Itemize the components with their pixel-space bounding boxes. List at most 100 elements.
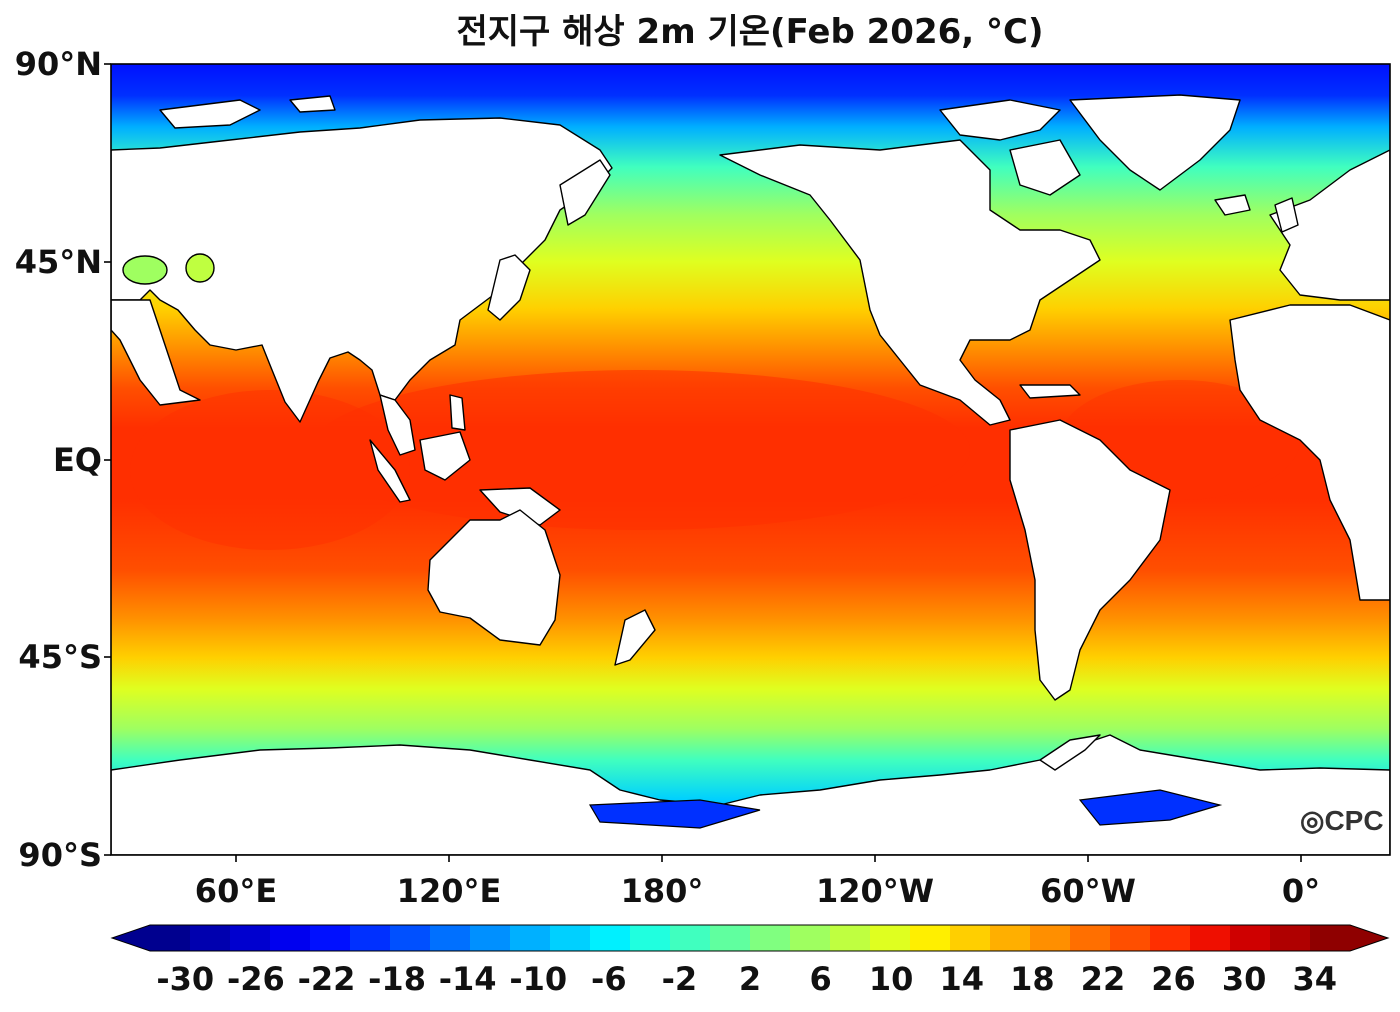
colorbar-tick-label: 10 [868, 960, 914, 998]
colorbar-swatch [870, 925, 911, 951]
colorbar-swatch [590, 925, 631, 951]
colorbar-swatch [550, 925, 591, 951]
colorbar-swatch [1190, 925, 1231, 951]
lon-label-180: 180° [620, 872, 704, 910]
colorbar-tick-label: -30 [156, 960, 215, 998]
colorbar [110, 924, 1390, 952]
colorbar-tick-label: -14 [438, 960, 497, 998]
colorbar-swatch [1030, 925, 1071, 951]
colorbar-swatch [1150, 925, 1191, 951]
south-america-continent [1009, 419, 1171, 701]
africa-horn [111, 299, 201, 406]
colorbar-swatch [1270, 925, 1311, 951]
colorbar-extend-max [1350, 925, 1388, 951]
colorbar-swatch [670, 925, 711, 951]
colorbar-tick-label: 2 [738, 960, 762, 998]
colorbar-swatch [470, 925, 511, 951]
colorbar-swatch [270, 925, 311, 951]
caribbean-islands [1019, 384, 1081, 399]
colorbar-swatch [1310, 925, 1351, 951]
north-america-continent [719, 139, 1101, 426]
colorbar-swatch [510, 925, 551, 951]
novaya-zemlya-island [159, 99, 261, 129]
colorbar-swatch [630, 925, 671, 951]
colorbar-outline [110, 924, 1390, 952]
colorbar-swatch [830, 925, 871, 951]
lon-label-60e: 60°E [194, 872, 278, 910]
colorbar-tick-label: 26 [1151, 960, 1196, 998]
lat-label-45n: 45°N [14, 243, 102, 281]
colorbar-tick-label: -10 [509, 960, 568, 998]
colorbar-tick-label: 22 [1080, 960, 1126, 998]
aral-sea [185, 253, 215, 283]
lat-label-90s: 90°S [18, 836, 102, 874]
colorbar-extend-min [112, 925, 150, 951]
colorbar-swatch [950, 925, 991, 951]
colorbar-swatch [310, 925, 351, 951]
colorbar-swatch [990, 925, 1031, 951]
colorbar-swatch [1110, 925, 1151, 951]
land-masses [111, 94, 1390, 855]
eurasia-landmass [111, 117, 613, 423]
canadian-arctic-islands [939, 99, 1061, 141]
colorbar-swatch [430, 925, 471, 951]
caspian-sea [122, 255, 168, 285]
philippines-island [449, 394, 466, 431]
severnaya-zemlya-island [289, 95, 336, 113]
lon-label-120w: 120°W [815, 872, 935, 910]
kamchatka-peninsula [559, 159, 611, 226]
europe-landmass [1269, 149, 1390, 301]
colorbar-tick-label: -6 [591, 960, 627, 998]
iceland-island [1214, 194, 1251, 216]
colorbar-tick-label: -2 [661, 960, 698, 998]
lon-label-0: 0° [1281, 872, 1321, 910]
cpc-watermark: ◎CPC [1300, 804, 1384, 837]
cpc-watermark-text: CPC [1324, 805, 1384, 836]
colorbar-swatch [910, 925, 951, 951]
colorbar-swatch [710, 925, 751, 951]
lon-label-120e: 120°E [396, 872, 502, 910]
colorbar-swatch [150, 925, 191, 951]
japan-island [487, 254, 531, 321]
indian-ocean-warm-area [130, 390, 410, 550]
antarctic-peninsula [1039, 734, 1101, 771]
colorbar-tick-label: -18 [368, 960, 426, 998]
new-zealand-island [614, 609, 656, 666]
colorbar-swatch [750, 925, 791, 951]
colorbar-tick-label: 34 [1292, 960, 1337, 998]
sumatra-island [369, 439, 411, 503]
cpc-logo-icon: ◎ [1300, 805, 1325, 836]
colorbar-tick-label: 6 [809, 960, 832, 998]
colorbar-tick-label: -22 [297, 960, 356, 998]
colorbar-swatch [790, 925, 831, 951]
colorbar-swatch [1070, 925, 1111, 951]
lat-label-45s: 45°S [18, 638, 102, 676]
weddell-sea-ice [1078, 789, 1223, 826]
greenland-island [1069, 94, 1241, 191]
colorbar-swatch [1230, 925, 1271, 951]
colorbar-swatch [350, 925, 391, 951]
colorbar-swatch [390, 925, 431, 951]
british-isles [1274, 197, 1299, 233]
map-area [111, 64, 1390, 855]
australia-continent [427, 509, 561, 646]
axis-ticks [104, 63, 1302, 862]
africa-continent [1229, 304, 1390, 601]
colorbar-swatch [230, 925, 271, 951]
southeast-asia-peninsula [379, 394, 416, 456]
new-guinea-island [479, 487, 561, 526]
ross-sea-ice [588, 799, 761, 829]
borneo-island [419, 431, 471, 481]
lat-label-90n: 90°N [14, 45, 102, 83]
west-pacific-warm-pool [310, 370, 970, 530]
colorbar-tick-label: -26 [226, 960, 285, 998]
lon-label-60w: 60°W [1040, 872, 1136, 910]
map-title: 전지구 해상 2m 기온(Feb 2026, °C) [456, 12, 1044, 52]
colorbar-tick-label: 18 [1010, 960, 1055, 998]
antarctica-continent [111, 734, 1390, 855]
baffin-island [1009, 139, 1081, 196]
lat-label-eq: EQ [52, 441, 102, 479]
colorbar-swatch [190, 925, 231, 951]
colorbar-tick-label: 30 [1221, 960, 1267, 998]
